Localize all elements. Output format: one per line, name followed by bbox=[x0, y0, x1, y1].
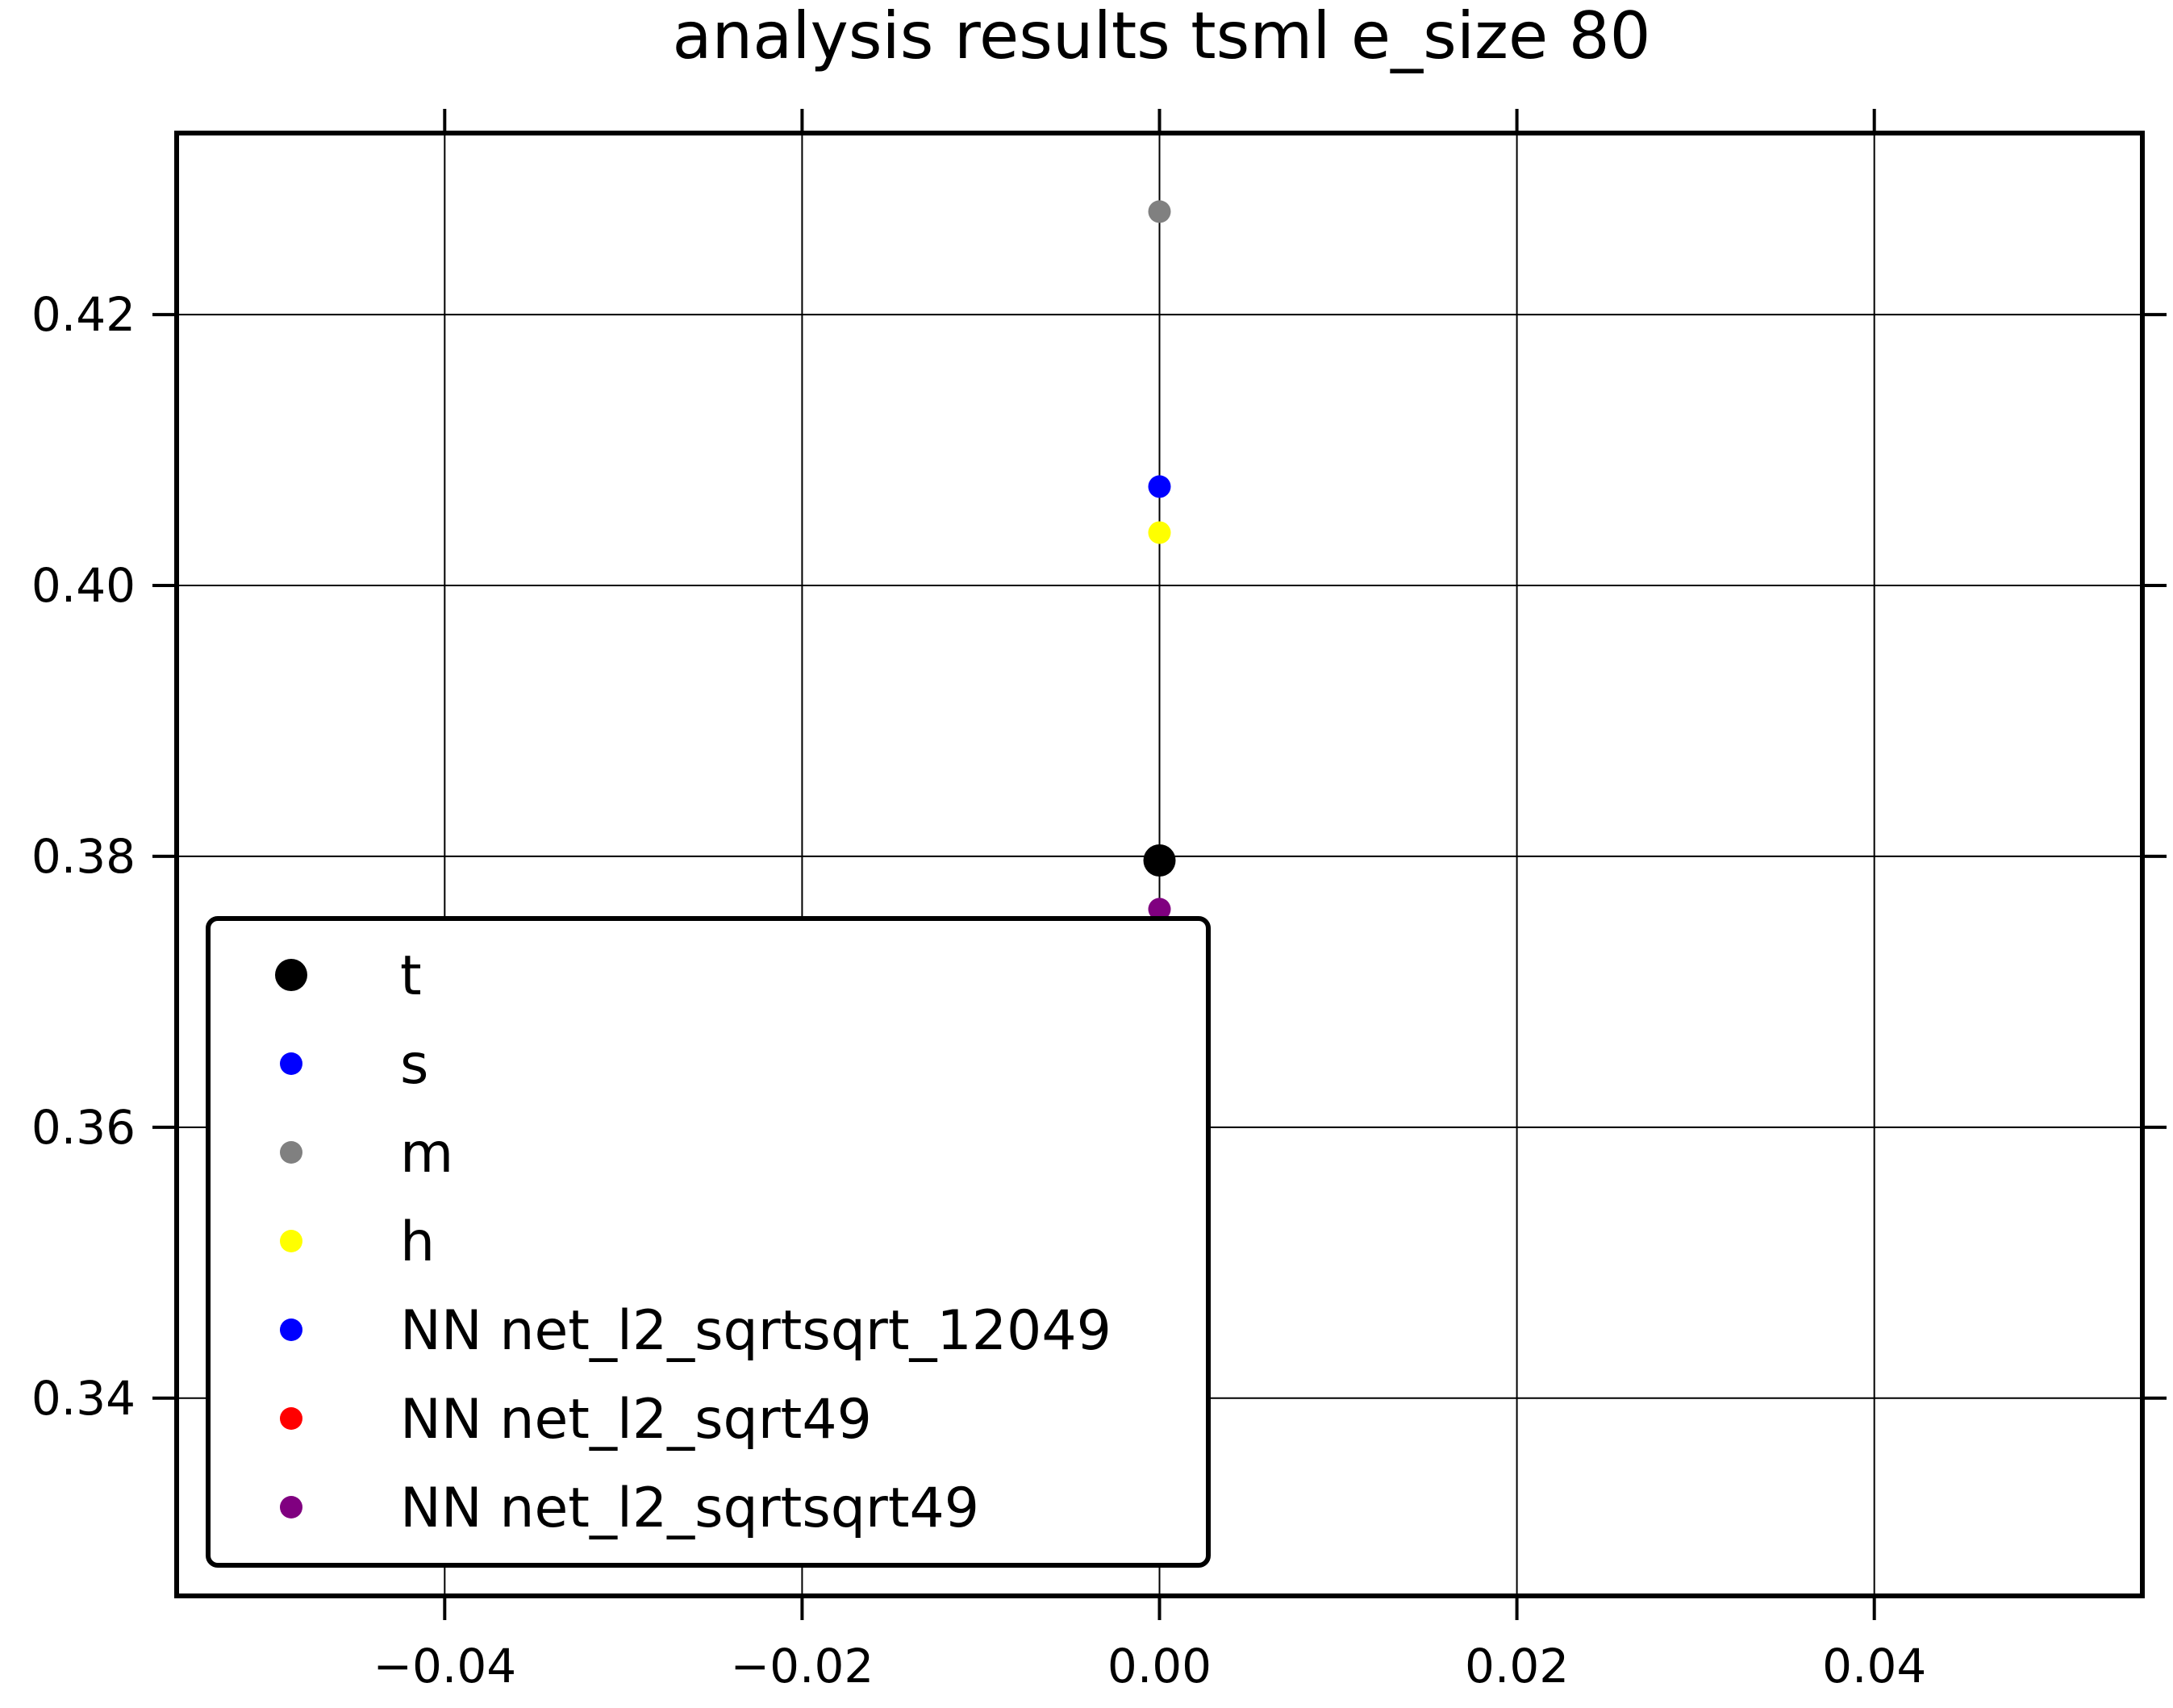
data-point bbox=[1148, 475, 1171, 498]
axis-ticks: −0.04 −0.02 0.00 0.02 0.04 0.34 0.36 0.38 0.40 0.… bbox=[31, 109, 2167, 1693]
legend-label: NN net_l2_sqrtsqrt_12049 bbox=[400, 1299, 1112, 1363]
y-tick-label: 0.36 bbox=[31, 1100, 136, 1155]
x-tick-label: −0.04 bbox=[373, 1639, 516, 1693]
x-tick-label: 0.02 bbox=[1465, 1639, 1569, 1693]
legend-marker bbox=[280, 1407, 302, 1430]
legend-label: NN net_l2_sqrt49 bbox=[400, 1388, 872, 1452]
y-tick-label: 0.42 bbox=[31, 287, 136, 342]
legend-marker bbox=[280, 1141, 302, 1164]
chart-title: analysis results tsml e_size 80 bbox=[673, 0, 1651, 73]
data-points bbox=[1143, 200, 1176, 921]
x-tick-label: 0.04 bbox=[1822, 1639, 1926, 1693]
legend-marker bbox=[275, 959, 307, 991]
legend-marker bbox=[280, 1230, 302, 1252]
data-point bbox=[1148, 521, 1171, 544]
plot-frame bbox=[174, 131, 2145, 1598]
x-tick-label: −0.02 bbox=[731, 1639, 874, 1693]
y-tick-label: 0.40 bbox=[31, 558, 136, 613]
data-point bbox=[1148, 200, 1171, 223]
legend-label: h bbox=[400, 1210, 435, 1274]
x-tick-label: 0.00 bbox=[1107, 1639, 1212, 1693]
legend-label: NN net_l2_sqrtsqrt49 bbox=[400, 1477, 979, 1540]
legend-marker bbox=[280, 1318, 302, 1341]
y-tick-label: 0.38 bbox=[31, 829, 136, 884]
legend-marker bbox=[280, 1052, 302, 1075]
data-point bbox=[1148, 898, 1171, 921]
legend-box bbox=[206, 916, 1211, 1568]
legend-label: t bbox=[400, 944, 422, 1008]
legend-label: s bbox=[400, 1033, 428, 1097]
data-point bbox=[1143, 844, 1176, 877]
y-tick-label: 0.34 bbox=[31, 1371, 136, 1426]
legend-label: m bbox=[400, 1122, 453, 1185]
legend-marker bbox=[280, 1496, 302, 1518]
